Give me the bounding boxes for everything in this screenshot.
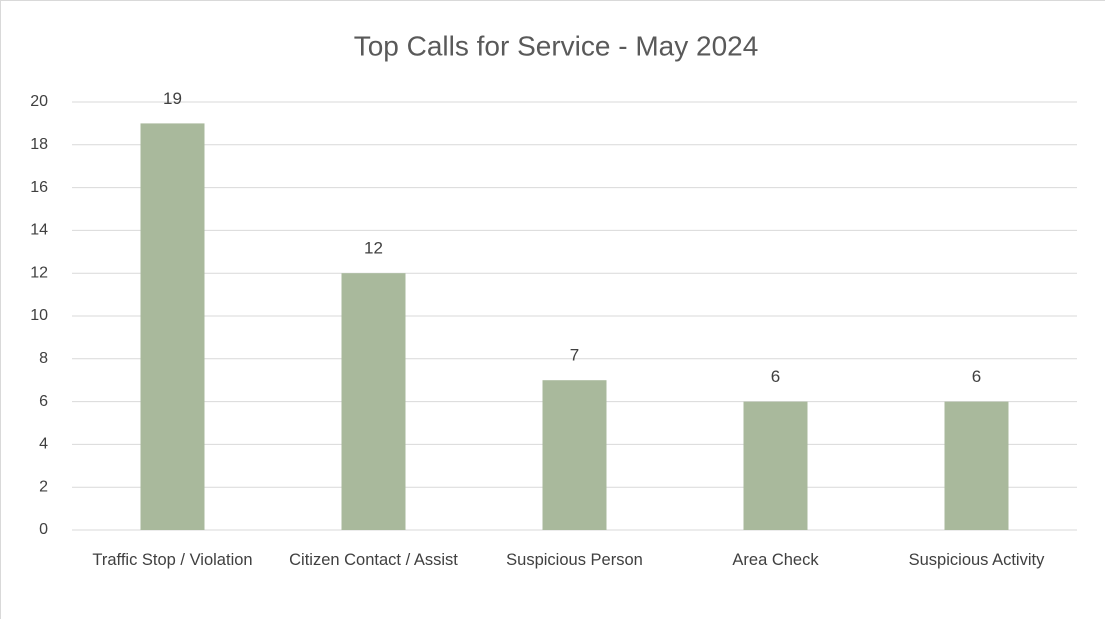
x-tick-label: Citizen Contact / Assist: [289, 551, 458, 569]
y-tick-label: 8: [39, 350, 48, 367]
y-tick-label: 10: [30, 307, 48, 324]
y-tick-label: 12: [30, 264, 48, 281]
bar: [542, 380, 607, 530]
chart-title: Top Calls for Service - May 2024: [354, 30, 759, 61]
x-tick-label: Suspicious Activity: [908, 551, 1045, 569]
data-label: 7: [570, 346, 579, 365]
y-tick-label: 18: [30, 136, 48, 153]
data-label: 6: [972, 367, 981, 386]
bar: [140, 123, 205, 531]
bar: [743, 401, 808, 530]
data-label: 6: [771, 367, 780, 386]
y-tick-label: 14: [30, 222, 48, 239]
y-tick-label: 0: [39, 521, 48, 538]
y-tick-label: 16: [30, 179, 48, 196]
bar: [341, 273, 406, 530]
data-label: 12: [364, 239, 383, 258]
y-tick-label: 4: [39, 436, 48, 453]
bar: [944, 401, 1009, 530]
x-tick-label: Traffic Stop / Violation: [92, 551, 253, 569]
y-tick-label: 2: [39, 478, 48, 495]
x-tick-label: Suspicious Person: [506, 551, 643, 569]
x-tick-label: Area Check: [732, 551, 819, 569]
y-tick-label: 20: [30, 93, 48, 110]
y-tick-label: 6: [39, 393, 48, 410]
data-label: 19: [163, 89, 182, 108]
